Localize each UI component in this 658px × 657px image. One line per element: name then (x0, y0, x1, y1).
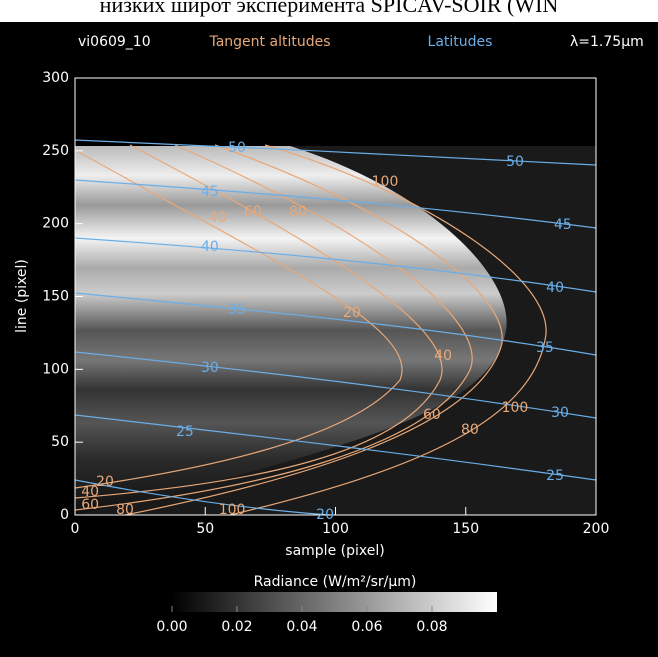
image-id: vi0609_10 (78, 34, 151, 50)
contour-label: 30 (201, 360, 219, 376)
contour-label: 25 (176, 424, 194, 440)
contour-label: 20 (343, 305, 361, 321)
contour-label: 40 (209, 210, 227, 226)
legend-entry: Latitudes (428, 34, 493, 50)
contour-label: 45 (201, 184, 219, 200)
chart: vi0609_10 λ=1.75μm sample (pixel) line (… (0, 22, 658, 657)
contour-label: 20 (316, 507, 334, 523)
y-tick-label: 150 (42, 289, 69, 305)
contour-label: 60 (423, 407, 441, 423)
contour-label: 80 (289, 204, 307, 220)
colorbar-tick-label: 0.08 (416, 619, 447, 635)
y-tick-label: 100 (42, 361, 69, 377)
wavelength: λ=1.75μm (570, 34, 644, 50)
y-tick-label: 50 (51, 434, 69, 450)
contour-label: 40 (434, 348, 452, 364)
colorbar (172, 592, 497, 612)
x-tick-label: 150 (452, 521, 479, 537)
colorbar-tick-label: 0.00 (156, 619, 187, 635)
y-axis-label: line (pixel) (14, 259, 30, 333)
colorbar-tick-label: 0.06 (351, 619, 382, 635)
contour-label: 80 (116, 502, 134, 518)
legend-entry: Tangent altitudes (208, 34, 330, 50)
x-axis-label: sample (pixel) (285, 543, 384, 559)
contour-label: 50 (506, 154, 524, 170)
contour-label: 60 (244, 204, 262, 220)
contour-label: 100 (502, 400, 529, 416)
contour-label: 80 (461, 422, 479, 438)
contour-label: 35 (536, 340, 554, 356)
colorbar-label: Radiance (W/m²/sr/μm) (254, 574, 417, 590)
contour-label: 40 (546, 280, 564, 296)
contour-label: 45 (554, 217, 572, 233)
contour-label: 35 (228, 302, 246, 318)
colorbar-tick-label: 0.02 (221, 619, 252, 635)
contour-label: 60 (81, 497, 99, 513)
contour-label: 30 (551, 405, 569, 421)
y-tick-label: 0 (60, 507, 69, 523)
contour-label: 100 (372, 174, 399, 190)
contour-label: 100 (219, 502, 246, 518)
contour-label: 25 (546, 468, 564, 484)
x-tick-label: 200 (583, 521, 610, 537)
contour-label: 50 (228, 140, 246, 156)
y-tick-label: 200 (42, 216, 69, 232)
screenshot: низких широт эксперимента SPICAV-SOIR (W… (0, 0, 658, 657)
page-header: низких широт эксперимента SPICAV-SOIR (W… (0, 0, 658, 22)
y-tick-label: 250 (42, 143, 69, 159)
y-tick-label: 300 (42, 70, 69, 86)
x-tick-label: 100 (322, 521, 349, 537)
x-tick-label: 50 (196, 521, 214, 537)
x-tick-label: 0 (71, 521, 80, 537)
colorbar-tick-label: 0.04 (286, 619, 317, 635)
contour-label: 40 (201, 239, 219, 255)
